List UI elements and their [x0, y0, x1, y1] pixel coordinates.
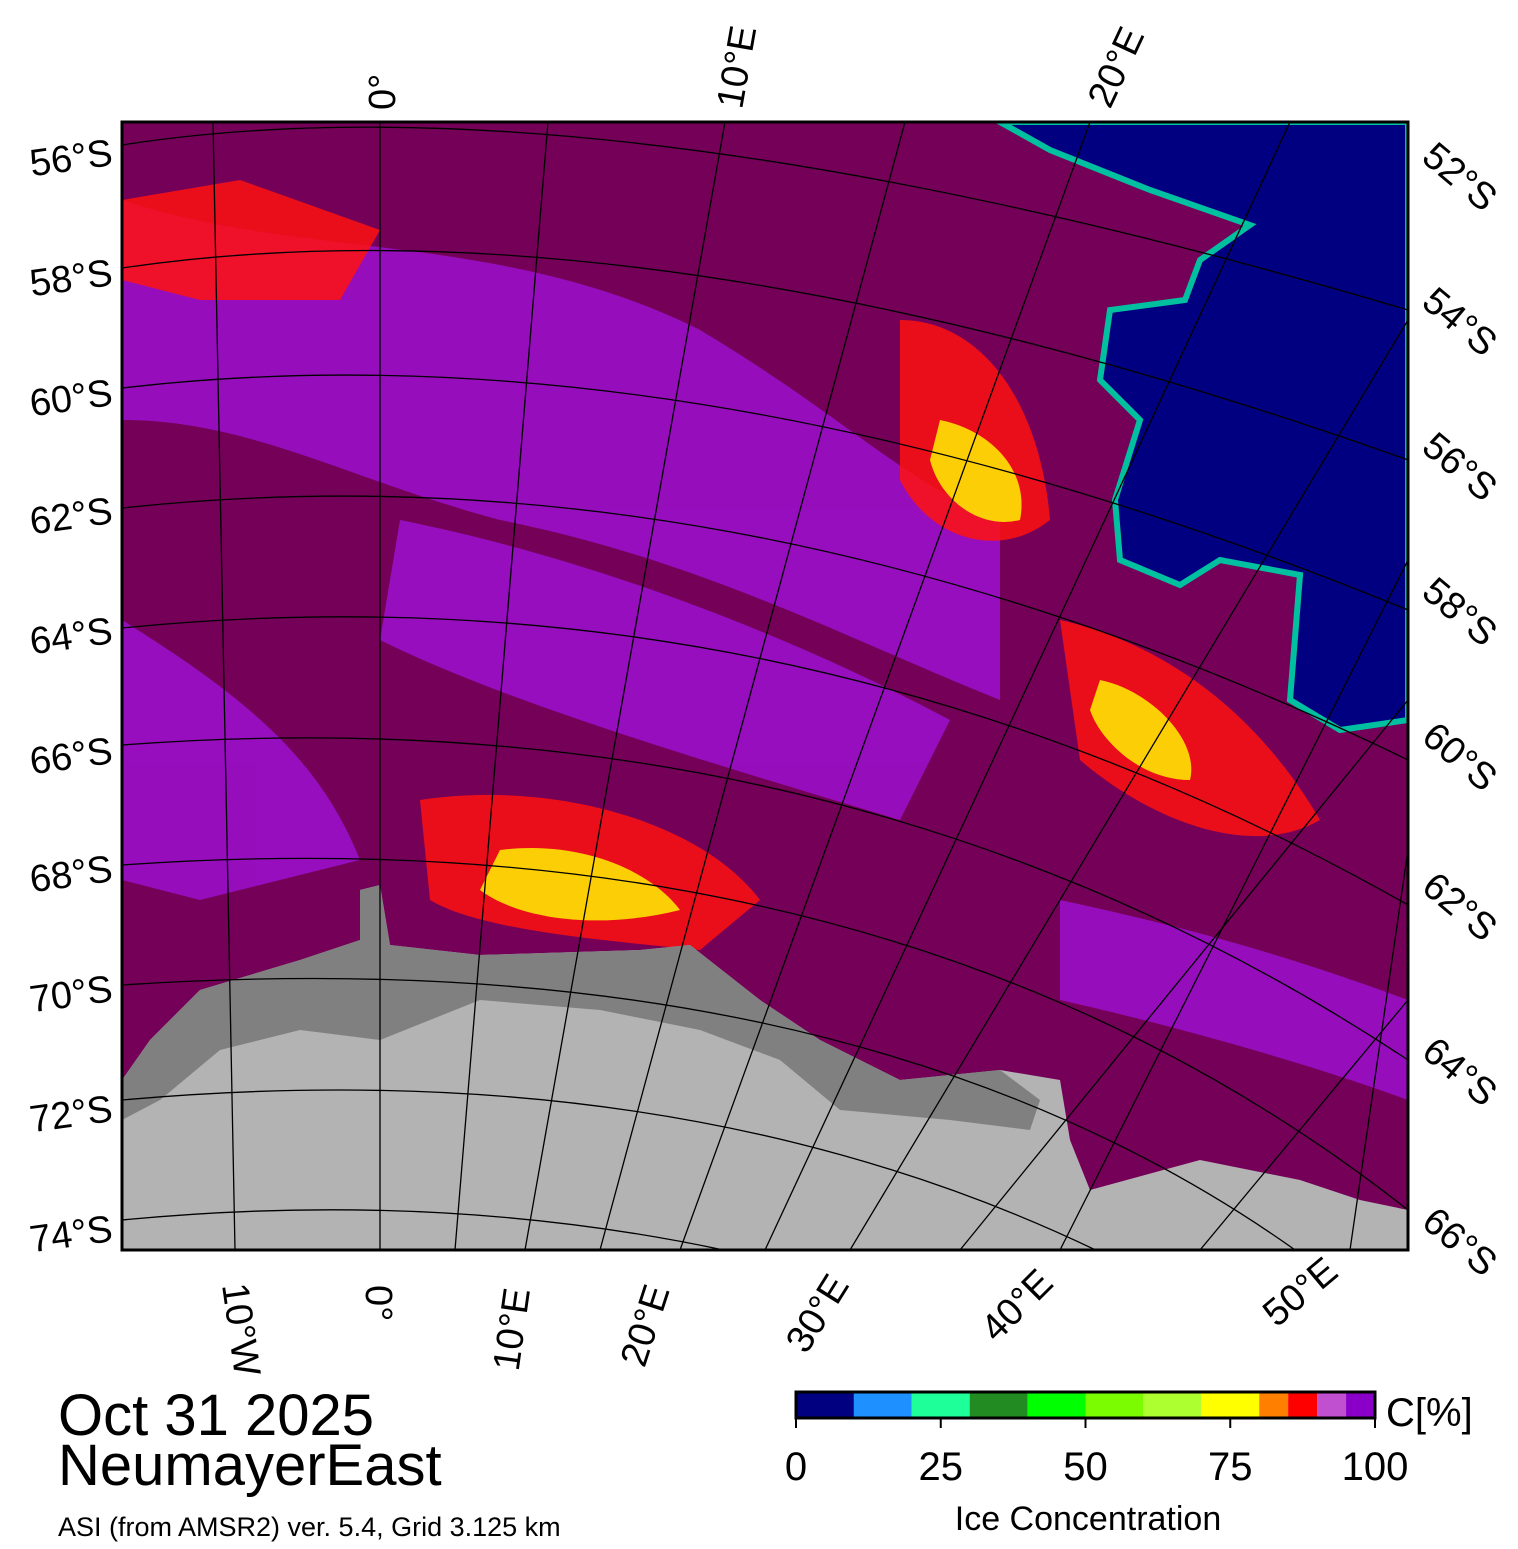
colorbar-bin: [1346, 1392, 1375, 1418]
lat-label: 52°S: [1414, 135, 1504, 220]
lat-label: 64°S: [1414, 1030, 1504, 1115]
colorbar-bin: [796, 1392, 854, 1418]
lon-label: 0°: [357, 1285, 399, 1321]
colorbar-tick-label: 75: [1208, 1445, 1253, 1489]
colorbar-bin: [1317, 1392, 1347, 1418]
colorbar-bin: [853, 1392, 912, 1418]
lat-label: 60°S: [27, 372, 115, 425]
colorbar-bin: [911, 1392, 970, 1418]
colorbar-tick-label: 50: [1063, 1445, 1108, 1489]
colorbar-bin: [1085, 1392, 1144, 1418]
lat-label: 56°S: [1414, 425, 1504, 510]
lat-label: 72°S: [27, 1088, 115, 1141]
open-water: [993, 122, 1408, 734]
colorbar-unit: C[%]: [1386, 1391, 1473, 1435]
lon-label: 10°E: [710, 23, 766, 112]
colorbar-bin: [1201, 1392, 1260, 1418]
region: NeumayerEast: [58, 1433, 442, 1498]
colorbar-bin: [1143, 1392, 1202, 1418]
lat-label: 60°S: [1414, 715, 1504, 800]
colorbar-tick-label: 0: [785, 1445, 807, 1489]
ice-shelf: [122, 885, 1040, 1130]
lat-label: 66°S: [27, 730, 115, 783]
lat-label: 58°S: [27, 252, 115, 305]
lat-label: 74°S: [27, 1208, 115, 1261]
source: ASI (from AMSR2) ver. 5.4, Grid 3.125 km: [58, 1512, 561, 1542]
colorbar-bin: [1259, 1392, 1289, 1418]
colorbar-bin: [1288, 1392, 1318, 1418]
lat-label: 58°S: [1414, 570, 1504, 655]
lon-label: 40°E: [973, 1262, 1061, 1350]
lon-label: 30°E: [778, 1268, 858, 1360]
lon-label: 0°: [362, 74, 404, 110]
lat-label: 70°S: [27, 968, 115, 1021]
colorbar-tick-label: 25: [919, 1445, 964, 1489]
lon-label: 20°E: [1080, 21, 1153, 114]
lon-label: 10°W: [213, 1280, 268, 1378]
colorbar-tick-label: 100: [1342, 1445, 1409, 1489]
lat-label: 62°S: [27, 490, 115, 543]
lat-label: 62°S: [1414, 865, 1504, 950]
lat-label: 56°S: [27, 132, 115, 185]
lat-label: 54°S: [1414, 280, 1504, 365]
map-area: [122, 122, 1408, 1250]
graticule: [122, 122, 1408, 1250]
lat-label: 68°S: [27, 848, 115, 901]
lon-label: 50°E: [1255, 1250, 1345, 1335]
map-frame: [120, 120, 1410, 1252]
colorbar-bin: [969, 1392, 1028, 1418]
ice-texture: [122, 200, 1408, 1100]
colorbar-bin: [1027, 1392, 1086, 1418]
lon-label: 20°E: [613, 1280, 679, 1372]
date: Oct 31 2025: [58, 1383, 374, 1448]
lon-label: 10°E: [486, 1285, 539, 1373]
lat-label: 64°S: [27, 610, 115, 663]
lat-label: 66°S: [1414, 1200, 1504, 1285]
colorbar-label: Ice Concentration: [955, 1500, 1222, 1538]
ice-yellow: [480, 420, 1192, 921]
